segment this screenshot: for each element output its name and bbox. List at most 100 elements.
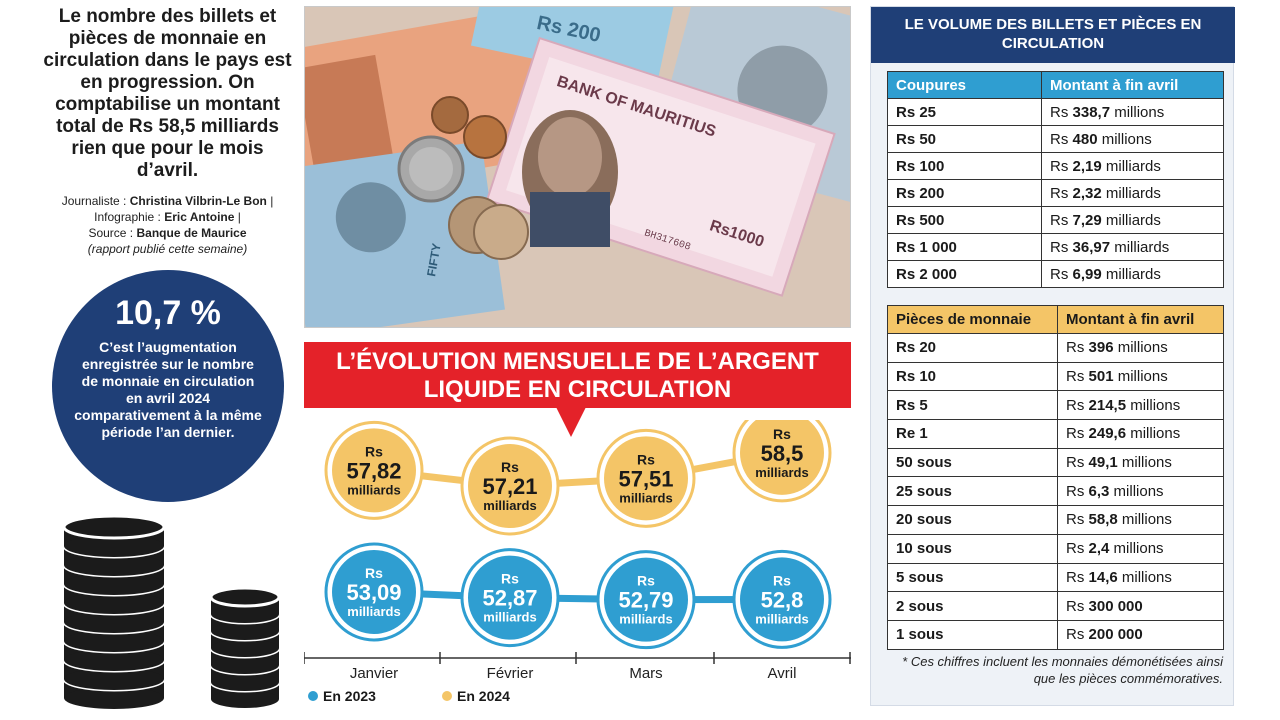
table-row: Rs 25 Rs 338,7 millions — [887, 98, 1224, 126]
amount-unit: millions — [1121, 454, 1172, 472]
amount-cell: Rs 6,3 millions — [1057, 476, 1224, 507]
amount-unit: millions — [1114, 103, 1165, 121]
amount-cell: Rs 200 000 — [1057, 619, 1224, 650]
amount-value: 14,6 — [1088, 568, 1118, 586]
amount-value: 36,97 — [1072, 238, 1111, 256]
point-unit: milliards — [483, 610, 536, 625]
source-name: Banque de Maurice — [136, 226, 247, 240]
amount-prefix: Rs — [1050, 265, 1069, 283]
footnote: * Ces chiffres incluent les monnaies dém… — [902, 654, 1223, 686]
banknotes-photo: Rs 200 BANK OF MAURITIUS Rs1000 BH317608… — [304, 6, 851, 328]
chart-title-pointer — [556, 407, 586, 437]
amount-cell: Rs 249,6 millions — [1057, 419, 1224, 449]
amount-prefix: Rs — [1066, 368, 1085, 386]
point-value-label: 58,5 — [761, 441, 804, 466]
point-unit: milliards — [755, 465, 808, 480]
legend-item-2024: En 2024 — [442, 688, 510, 704]
amount-cell: Rs 36,97 milliards — [1041, 233, 1224, 261]
table-row: Rs 100 Rs 2,19 milliards — [887, 152, 1224, 180]
point-unit: milliards — [619, 612, 672, 627]
amount-cell: Rs 338,7 millions — [1041, 98, 1224, 126]
x-tick-label: Mars — [629, 665, 662, 682]
denomination-cell: Rs 20 — [887, 333, 1058, 363]
table-row: Rs 20 Rs 396 millions — [887, 333, 1224, 363]
denomination-cell: 1 sous — [887, 619, 1058, 650]
amount-value: 58,8 — [1088, 511, 1118, 529]
amount-cell: Rs 2,32 milliards — [1041, 179, 1224, 207]
amount-unit: milliards — [1105, 184, 1161, 202]
amount-unit: millions — [1117, 339, 1168, 357]
table-row: Rs 500 Rs 7,29 milliards — [887, 206, 1224, 234]
table-row: Rs 50 Rs 480 millions — [887, 125, 1224, 153]
point-unit: milliards — [347, 482, 400, 497]
coin — [62, 515, 166, 557]
table-row: Rs 5 Rs 214,5 millions — [887, 390, 1224, 421]
amount-cell: Rs 2,4 millions — [1057, 533, 1224, 564]
point-prefix: Rs — [773, 426, 791, 442]
series-en-2023: Rs53,09milliardsRs52,87milliardsRs52,79m… — [324, 542, 832, 650]
amount-value: 2,19 — [1072, 157, 1102, 175]
point-unit: milliards — [755, 611, 808, 626]
x-tick-label: Février — [487, 665, 534, 682]
denomination-cell: Rs 25 — [887, 98, 1042, 126]
amount-value: 6,99 — [1072, 265, 1102, 283]
amount-cell: Rs 7,29 milliards — [1041, 206, 1224, 234]
amount-value: 2,32 — [1072, 184, 1102, 202]
denomination-cell: 50 sous — [887, 447, 1058, 478]
denomination-cell: Rs 1 000 — [887, 233, 1042, 261]
notes-table: Coupures Montant à fin avril Rs 25 Rs 338… — [887, 71, 1224, 288]
stat-description: C’est l’augmentation enregistrée sur le … — [74, 339, 262, 440]
notes-header-denom: Coupures — [887, 71, 1042, 99]
notes-header-amount: Montant à fin avril — [1041, 71, 1224, 99]
amount-value: 249,6 — [1088, 425, 1127, 443]
denomination-cell: Rs 200 — [887, 179, 1042, 207]
amount-unit: milliards — [1105, 211, 1161, 229]
point-value-label: 57,21 — [482, 474, 537, 499]
series-en-2024: Rs57,82milliardsRs57,21milliardsRs57,51m… — [324, 420, 832, 536]
amount-cell: Rs 2,19 milliards — [1041, 152, 1224, 180]
credits: Journaliste : Christina Vilbrin-Le Bon |… — [61, 194, 274, 256]
series-line — [373, 588, 783, 604]
coins-table: Pièces de monnaie Montant à fin avril Rs… — [887, 305, 1224, 650]
amount-prefix: Rs — [1050, 157, 1069, 175]
amount-cell: Rs 480 millions — [1041, 125, 1224, 153]
amount-prefix: Rs — [1066, 482, 1085, 500]
monthly-chart: Rs 57,82 milliards Rs 57,21 milliards Rs 57,51 m… — [304, 420, 851, 720]
table-row: Rs 1 000 Rs 36,97 milliards — [887, 233, 1224, 261]
amount-value: 6,3 — [1088, 482, 1110, 500]
table-row: Re 1 Rs 249,6 millions — [887, 419, 1224, 449]
source-note: (rapport publié cette semaine) — [87, 242, 248, 256]
legend-item-2023: En 2023 — [308, 688, 376, 704]
table-row: 50 sous Rs 49,1 millions — [887, 447, 1224, 478]
point-prefix: Rs — [637, 451, 655, 467]
amount-unit: millions — [1130, 396, 1181, 414]
amount-unit: millions — [1113, 540, 1164, 558]
amount-value: 501 — [1088, 368, 1114, 386]
amount-cell: Rs 58,8 millions — [1057, 505, 1224, 535]
panel-title: LE VOLUME DES BILLETS ET PIÈCES EN CIRCU… — [871, 7, 1235, 63]
amount-value: 214,5 — [1088, 396, 1127, 414]
point-value-label: 53,09 — [346, 580, 401, 605]
table-row: Rs 10 Rs 501 millions — [887, 361, 1224, 392]
amount-prefix: Rs — [1050, 130, 1069, 148]
denomination-cell: Rs 100 — [887, 152, 1042, 180]
infographic-label: Infographie : — [94, 210, 161, 224]
legend-dot-2024 — [442, 691, 452, 701]
table-row: 2 sous Rs 300 000 — [887, 591, 1224, 621]
amount-cell: Rs 49,1 millions — [1057, 447, 1224, 478]
amount-value: 338,7 — [1072, 103, 1111, 121]
point-unit: milliards — [619, 490, 672, 505]
denomination-cell: 2 sous — [887, 591, 1058, 621]
amount-value: 2,4 — [1088, 540, 1110, 558]
amount-prefix: Rs — [1066, 425, 1085, 443]
circulation-panel: LE VOLUME DES BILLETS ET PIÈCES EN CIRCU… — [870, 6, 1235, 706]
amount-cell: Rs 14,6 millions — [1057, 562, 1224, 593]
amount-value: 480 — [1072, 130, 1098, 148]
table-row: 5 sous Rs 14,6 millions — [887, 562, 1224, 593]
source-label: Source : — [88, 226, 134, 240]
coins-table-header: Pièces de monnaie Montant à fin avril — [887, 305, 1224, 334]
amount-cell: Rs 501 millions — [1057, 361, 1224, 392]
